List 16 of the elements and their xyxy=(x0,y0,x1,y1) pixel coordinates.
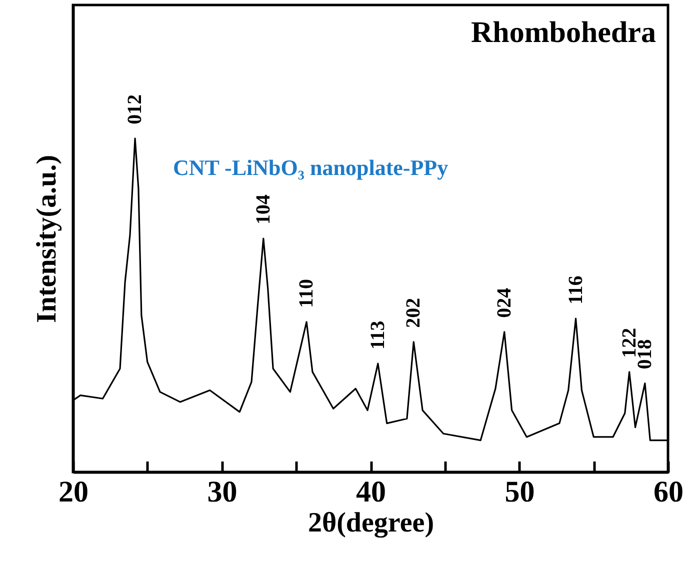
x-tick-label: 40 xyxy=(356,476,386,508)
x-tick-label: 30 xyxy=(207,476,238,508)
annotation: 110 xyxy=(296,278,318,308)
x-tick-label: 20 xyxy=(58,476,88,508)
x-axis-title: 2θ(degree) xyxy=(308,508,434,538)
annotation: CNT -LiNbO₃ nanoplate-PPy xyxy=(173,155,448,180)
annotation: 202 xyxy=(402,298,425,328)
x-tick-label: 60 xyxy=(654,476,684,508)
annotation: 024 xyxy=(493,288,516,318)
annotation: 113 xyxy=(366,320,389,350)
x-tick-label: 50 xyxy=(504,476,535,508)
annotation: 116 xyxy=(564,276,587,305)
text: Rhombohedra xyxy=(470,16,656,49)
annotation: 012 xyxy=(124,94,146,124)
y-axis-title: Intensity(a.u.) xyxy=(32,154,62,324)
annotation: 104 xyxy=(252,194,274,224)
